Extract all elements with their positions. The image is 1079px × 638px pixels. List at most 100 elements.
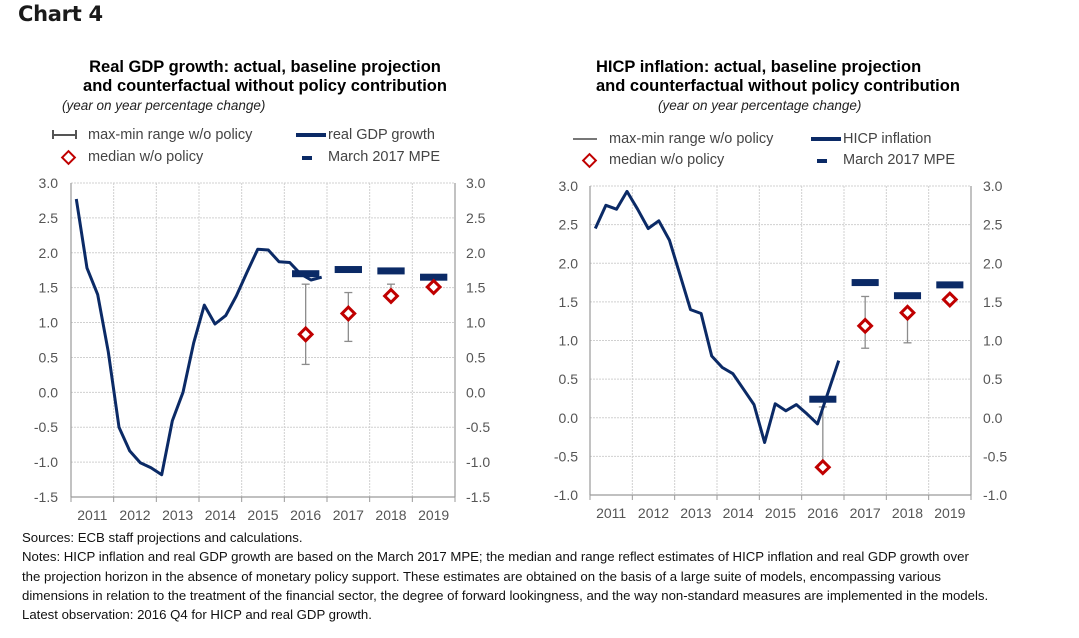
gdp-chart-subtitle: (year on year percentage change)	[62, 98, 266, 113]
hicp-xtick-label: 2015	[765, 505, 796, 521]
gdp-ytick-left: -1.0	[34, 454, 58, 470]
gdp-ytick-right: -1.5	[466, 489, 490, 505]
range-line-icon	[573, 132, 599, 146]
hicp-legend-mpe: March 2017 MPE	[811, 152, 955, 168]
hicp-ytick-right: -1.0	[983, 487, 1007, 503]
hicp-legend-line: HICP inflation	[811, 131, 931, 147]
gdp-ytick-left: 0.0	[39, 384, 59, 400]
gdp-ytick-right: 0.5	[466, 349, 486, 365]
hicp-series-line	[593, 189, 841, 444]
gdp-ytick-left: 1.5	[39, 280, 59, 296]
hicp-ytick-left: 0.5	[559, 371, 579, 387]
hicp-chart-title-line-2: and counterfactual without policy contri…	[596, 77, 960, 95]
line-swatch-icon	[811, 137, 841, 141]
hicp-ytick-right: -0.5	[983, 448, 1007, 464]
hicp-legend-median: median w/o policy	[573, 152, 725, 169]
gdp-ytick-right: 2.0	[466, 245, 486, 261]
notes-line-2: the projection horizon in the absence of…	[22, 568, 942, 584]
hicp-ytick-right: 1.0	[983, 333, 1003, 349]
hicp-xtick-label: 2011	[596, 505, 626, 521]
hicp-ytick-left: 3.0	[559, 178, 579, 194]
hicp-legend-median-label: median w/o policy	[609, 152, 725, 168]
hicp-xtick-label: 2013	[680, 505, 711, 521]
hicp-legend-range-label: max-min range w/o policy	[609, 131, 774, 147]
gdp-mpe-dash	[292, 270, 320, 278]
notes-line-1: Notes: HICP inflation and real GDP growt…	[22, 549, 969, 565]
hicp-chart-title: HICP inflation: actual, baseline project…	[587, 58, 997, 96]
gdp-ytick-left: 0.5	[39, 349, 59, 365]
hicp-xtick-label: 2017	[850, 505, 881, 521]
hicp-xtick-label: 2012	[638, 505, 669, 521]
notes-sources: Sources: ECB staff projections and calcu…	[22, 530, 303, 545]
gdp-series-line	[74, 198, 323, 477]
gdp-mpe-dash	[334, 266, 362, 274]
gdp-legend-range: max-min range w/o policy	[52, 127, 252, 143]
gdp-legend-mpe: March 2017 MPE	[296, 149, 440, 165]
hicp-xtick-label: 2014	[723, 505, 754, 521]
gdp-xtick-label: 2017	[333, 507, 364, 523]
gdp-xtick-label: 2016	[290, 507, 321, 523]
hicp-xtick-label: 2018	[892, 505, 923, 521]
hicp-ytick-right: 2.5	[983, 217, 1003, 233]
gdp-mpe-dash	[420, 273, 448, 281]
gdp-ytick-left: 1.0	[39, 315, 59, 331]
hicp-ytick-left: 2.5	[559, 217, 579, 233]
gdp-ytick-left: 2.0	[39, 245, 59, 261]
hicp-chart-title-line-1: HICP inflation: actual, baseline project…	[596, 58, 922, 76]
hicp-median-marker	[814, 458, 832, 476]
diamond-marker-icon	[573, 152, 599, 169]
hicp-ytick-left: -1.0	[554, 487, 578, 503]
gdp-legend-median: median w/o policy	[52, 149, 204, 166]
gdp-xtick-label: 2014	[205, 507, 236, 523]
hicp-ytick-left: -0.5	[554, 448, 578, 464]
gdp-ytick-right: 1.0	[466, 315, 486, 331]
hicp-mpe-dash	[936, 281, 964, 289]
chart-notes: Sources: ECB staff projections and calcu…	[22, 528, 988, 624]
gdp-median-marker	[425, 278, 443, 296]
gdp-legend-line-label: real GDP growth	[328, 127, 435, 143]
hicp-ytick-left: 2.0	[559, 255, 579, 271]
gdp-chart-title-line-1: Real GDP growth: actual, baseline projec…	[89, 58, 441, 76]
gdp-ytick-right: 0.0	[466, 384, 486, 400]
line-swatch-icon	[296, 133, 326, 137]
hicp-ytick-right: 0.5	[983, 371, 1003, 387]
hicp-ytick-right: 2.0	[983, 255, 1003, 271]
gdp-xtick-label: 2019	[418, 507, 449, 523]
gdp-xtick-label: 2012	[119, 507, 150, 523]
gdp-median-marker	[339, 304, 357, 322]
gdp-ytick-right: -0.5	[466, 419, 490, 435]
notes-latest: Latest observation: 2016 Q4 for HICP and…	[22, 607, 372, 623]
range-bar-icon	[52, 128, 78, 142]
hicp-median-marker	[856, 317, 874, 335]
hicp-ytick-left: 1.5	[559, 294, 579, 310]
hicp-legend-line-label: HICP inflation	[843, 131, 932, 147]
hicp-ytick-left: 1.0	[559, 333, 579, 349]
hicp-ytick-right: 1.5	[983, 294, 1003, 310]
gdp-ytick-left: 3.0	[39, 175, 59, 191]
gdp-chart-title-line-2: and counterfactual without policy contri…	[83, 77, 447, 95]
hicp-mpe-dash	[851, 279, 879, 287]
hicp-median-marker	[899, 304, 916, 322]
gdp-xtick-label: 2018	[375, 507, 406, 523]
gdp-ytick-right: -1.0	[466, 454, 490, 470]
gdp-ytick-left: -1.5	[34, 489, 58, 505]
gdp-ytick-left: 2.5	[39, 210, 59, 226]
gdp-mpe-dash	[377, 267, 405, 275]
dash-swatch-icon	[811, 153, 835, 167]
gdp-median-marker	[297, 325, 315, 343]
hicp-chart-subtitle: (year on year percentage change)	[658, 98, 862, 113]
hicp-xtick-label: 2019	[934, 505, 965, 521]
gdp-ytick-right: 1.5	[466, 280, 486, 296]
gdp-chart-title: Real GDP growth: actual, baseline projec…	[60, 58, 470, 96]
gdp-legend-median-label: median w/o policy	[88, 149, 204, 165]
gdp-median-marker	[382, 287, 400, 305]
dash-swatch-icon	[296, 150, 320, 164]
page-title: Chart 4	[18, 2, 103, 26]
gdp-ytick-right: 3.0	[466, 175, 486, 191]
gdp-ytick-left: -0.5	[34, 419, 58, 435]
gdp-ytick-right: 2.5	[466, 210, 486, 226]
hicp-median-marker	[941, 291, 959, 309]
notes-line-3: dimensions in relation to the treatment …	[22, 587, 989, 603]
gdp-xtick-label: 2011	[77, 507, 107, 523]
gdp-legend-mpe-label: March 2017 MPE	[328, 149, 441, 165]
